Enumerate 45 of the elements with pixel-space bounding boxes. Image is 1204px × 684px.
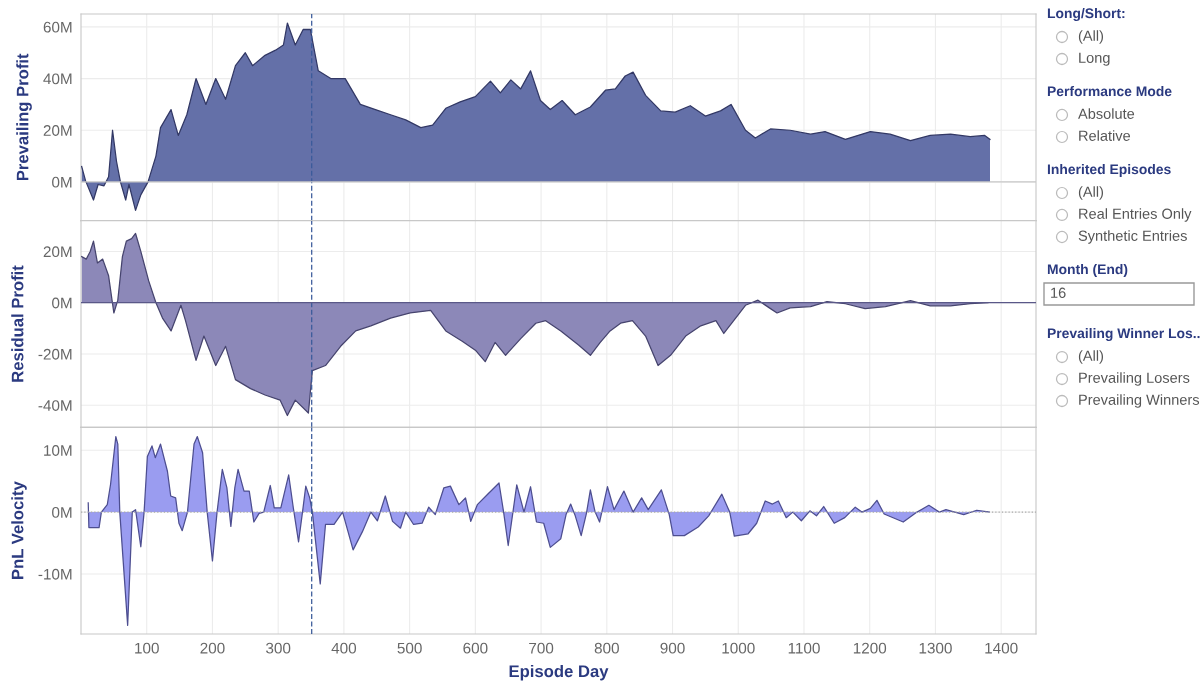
text: Real Entries Only xyxy=(1079,208,1192,222)
text: Month (End) xyxy=(1047,264,1128,277)
text: Relative xyxy=(1079,130,1131,141)
x-tick-label: 1200 xyxy=(853,642,887,654)
x-tick-label: 1400 xyxy=(985,642,1018,654)
x-tick-label: 200 xyxy=(200,642,225,654)
x-tick-label: 700 xyxy=(529,642,554,654)
x-tick-label: 1000 xyxy=(722,642,755,654)
y-axis-title: Prevailing Profit xyxy=(16,53,32,181)
text: (All) xyxy=(1078,30,1104,44)
x-tick-label: 1300 xyxy=(919,642,952,654)
text: Absolute xyxy=(1078,108,1135,119)
y-tick-label: 10M xyxy=(44,445,72,456)
y-tick-label: 60M xyxy=(43,21,72,33)
text: 16 xyxy=(1051,287,1066,298)
x-tick-label: 500 xyxy=(397,642,422,654)
y-tick-label: -40M xyxy=(38,400,72,411)
y-tick-label: 0M xyxy=(52,297,72,309)
y-tick-label: 0M xyxy=(52,176,72,188)
text: Prevailing Winner Los.. xyxy=(1047,328,1200,342)
y-tick-label: 20M xyxy=(43,125,72,136)
x-tick-label: 100 xyxy=(135,642,159,654)
y-tick-label: 20M xyxy=(43,246,72,258)
text: (All) xyxy=(1078,186,1104,200)
x-tick-label: 1100 xyxy=(788,642,820,654)
x-tick-label: 800 xyxy=(594,642,619,654)
text: Inherited Episodes xyxy=(1047,164,1171,177)
y-tick-label: -20M xyxy=(38,348,72,360)
text: Prevailing Winners xyxy=(1079,394,1200,408)
text: Long xyxy=(1079,52,1110,66)
text: Prevailing Losers xyxy=(1079,372,1190,386)
x-tick-label: 600 xyxy=(463,642,488,654)
y-tick-label: 0M xyxy=(52,506,72,518)
text: Synthetic Entries xyxy=(1078,230,1187,244)
text: Long/Short: xyxy=(1047,8,1125,22)
text: Performance Mode xyxy=(1047,86,1172,97)
x-axis-title: Episode Day xyxy=(509,664,609,681)
x-tick-label: 900 xyxy=(660,642,685,654)
x-tick-label: 400 xyxy=(331,642,357,654)
y-axis-title: PnL Velocity xyxy=(11,481,27,579)
y-axis-title: Residual Profit xyxy=(11,265,24,382)
text: (All) xyxy=(1078,350,1104,364)
y-tick-label: 40M xyxy=(43,73,72,85)
y-tick-label: -10M xyxy=(38,568,72,580)
x-tick-label: 300 xyxy=(266,642,291,654)
